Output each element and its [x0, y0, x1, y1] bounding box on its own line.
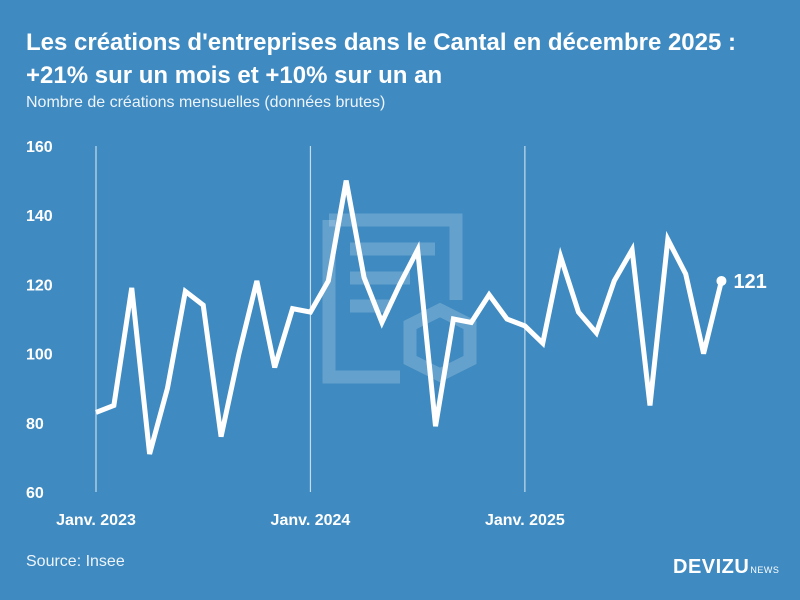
- y-tick-label: 160: [26, 139, 53, 156]
- last-value-label: 121: [733, 271, 766, 293]
- data-point: [716, 275, 727, 286]
- y-tick-label: 60: [26, 485, 44, 502]
- series-line: [95, 180, 724, 455]
- y-tick-label: 120: [26, 277, 53, 294]
- x-tick-label: Janv. 2025: [485, 512, 565, 529]
- logo-text: DEVIZU: [673, 556, 750, 578]
- logo-suffix: NEWS: [750, 565, 780, 575]
- source-note: Source: Insee: [26, 553, 125, 570]
- chart-title: Les créations d'entreprises dans le Cant…: [26, 29, 737, 89]
- y-tick-label: 80: [26, 416, 44, 433]
- logo: DEVIZUNEWS: [673, 556, 779, 579]
- chart-subtitle: Nombre de créations mensuelles (données …: [26, 94, 386, 111]
- y-tick-label: 140: [26, 208, 53, 225]
- y-tick-label: 100: [26, 347, 53, 364]
- x-tick-label: Janv. 2024: [271, 512, 351, 529]
- x-tick-label: Janv. 2023: [56, 512, 136, 529]
- watermark-icon: [322, 213, 477, 384]
